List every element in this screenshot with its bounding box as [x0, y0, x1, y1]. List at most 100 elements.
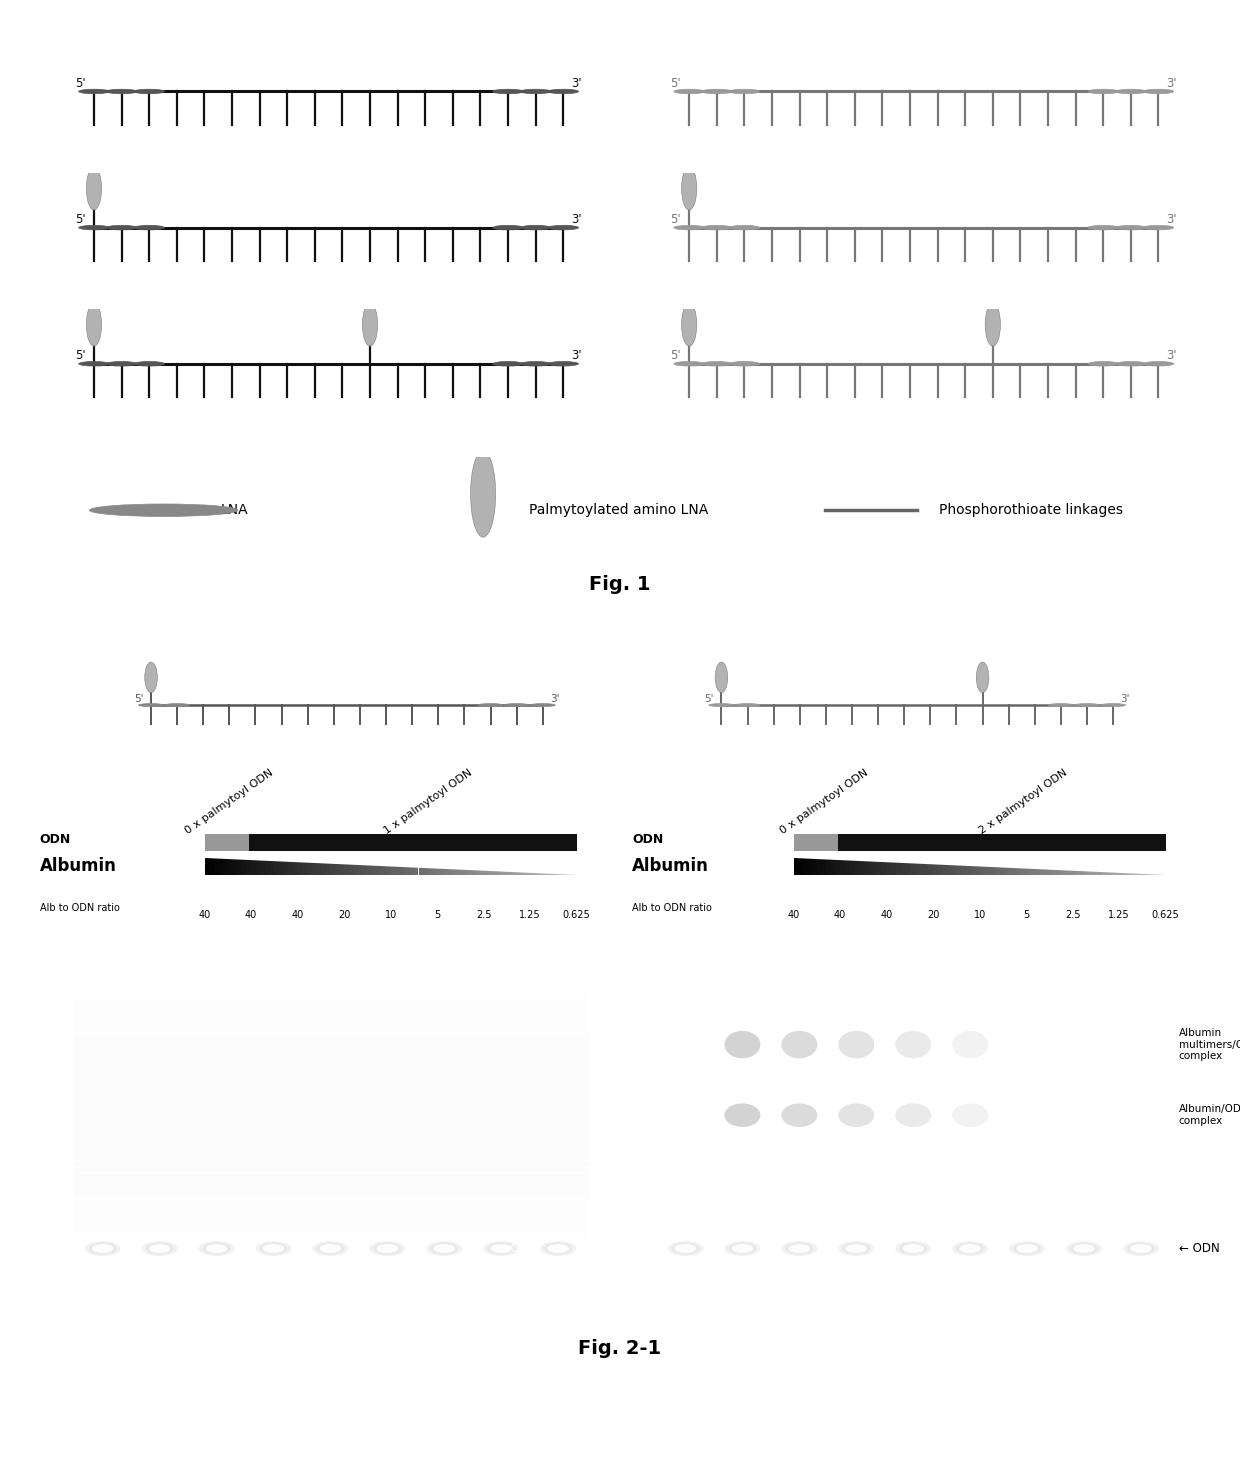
Ellipse shape	[362, 303, 378, 346]
Bar	[1142, 858, 1147, 875]
Ellipse shape	[895, 1032, 931, 1058]
Bar	[228, 858, 233, 875]
Bar	[937, 858, 942, 875]
Text: 0 x palmytoyl ODN: 0 x palmytoyl ODN	[779, 768, 870, 836]
Ellipse shape	[87, 303, 102, 346]
Ellipse shape	[1127, 1243, 1156, 1255]
Bar	[335, 858, 340, 875]
Text: 5: 5	[434, 910, 440, 921]
Text: 3': 3'	[572, 77, 582, 90]
Circle shape	[477, 703, 503, 706]
Ellipse shape	[895, 1240, 931, 1257]
Text: LNA: LNA	[221, 503, 248, 517]
Ellipse shape	[487, 1243, 516, 1255]
Bar	[863, 858, 868, 875]
Circle shape	[134, 225, 165, 229]
Text: ODN: ODN	[632, 833, 663, 845]
Bar	[841, 858, 844, 875]
Bar	[549, 858, 553, 875]
Bar	[838, 833, 1166, 851]
Circle shape	[78, 361, 109, 366]
Bar	[358, 858, 362, 875]
Ellipse shape	[682, 303, 697, 346]
Bar	[316, 858, 321, 875]
Ellipse shape	[899, 1243, 928, 1255]
Text: 5': 5'	[76, 77, 86, 90]
Ellipse shape	[547, 1245, 569, 1254]
Bar	[321, 858, 325, 875]
Bar	[386, 858, 391, 875]
Bar	[1081, 858, 1086, 875]
Bar	[303, 858, 306, 875]
Text: Albumin: Albumin	[632, 857, 709, 875]
Text: 5': 5'	[671, 349, 681, 363]
Polygon shape	[794, 858, 1166, 875]
Ellipse shape	[145, 662, 157, 693]
Circle shape	[1087, 225, 1118, 229]
Circle shape	[1143, 89, 1174, 93]
Bar	[250, 858, 255, 875]
Bar	[242, 858, 247, 875]
Bar	[970, 858, 975, 875]
Text: 3': 3'	[1121, 694, 1130, 704]
Bar	[942, 858, 947, 875]
Circle shape	[521, 89, 551, 93]
Ellipse shape	[255, 1240, 291, 1257]
Circle shape	[107, 225, 136, 229]
Bar	[873, 858, 878, 875]
Bar	[919, 858, 924, 875]
Circle shape	[78, 225, 109, 229]
Bar	[563, 858, 568, 875]
Ellipse shape	[1009, 1240, 1045, 1257]
Ellipse shape	[373, 1243, 402, 1255]
Ellipse shape	[985, 303, 1001, 346]
Text: ← ODN: ← ODN	[496, 1242, 539, 1255]
Bar	[854, 858, 858, 875]
Ellipse shape	[312, 1240, 348, 1257]
Ellipse shape	[781, 1032, 817, 1058]
Ellipse shape	[149, 1245, 170, 1254]
Ellipse shape	[1070, 1243, 1099, 1255]
Ellipse shape	[903, 1245, 924, 1254]
Text: 3': 3'	[551, 694, 559, 704]
Ellipse shape	[544, 1243, 573, 1255]
Text: 1 x palmytoyl ODN: 1 x palmytoyl ODN	[382, 768, 474, 836]
Ellipse shape	[846, 1245, 867, 1254]
Ellipse shape	[781, 1240, 817, 1257]
Text: Albumin/ODN
complex: Albumin/ODN complex	[1179, 1104, 1240, 1126]
Text: Alb to ODN ratio: Alb to ODN ratio	[632, 903, 712, 913]
Text: 2 x palmytoyl ODN: 2 x palmytoyl ODN	[977, 768, 1069, 836]
Ellipse shape	[1130, 1245, 1152, 1254]
Text: 1.25: 1.25	[520, 910, 541, 921]
Bar	[915, 858, 919, 875]
Bar	[929, 858, 934, 875]
Bar	[512, 858, 516, 875]
Bar	[1007, 858, 1012, 875]
Ellipse shape	[259, 1243, 288, 1255]
Text: 5': 5'	[671, 213, 681, 226]
Bar	[1049, 858, 1054, 875]
Circle shape	[107, 89, 136, 93]
Circle shape	[139, 703, 164, 706]
Circle shape	[1087, 89, 1118, 93]
Ellipse shape	[732, 1245, 753, 1254]
Circle shape	[702, 361, 732, 366]
Bar	[423, 858, 428, 875]
Bar	[247, 858, 250, 875]
Text: 5': 5'	[671, 77, 681, 90]
Bar	[799, 858, 804, 875]
Bar	[956, 858, 961, 875]
Bar	[1123, 858, 1128, 875]
Bar	[1022, 858, 1025, 875]
Bar	[1147, 858, 1152, 875]
Ellipse shape	[838, 1104, 874, 1126]
Ellipse shape	[316, 1243, 345, 1255]
Bar	[1101, 858, 1105, 875]
Bar	[1012, 858, 1017, 875]
Bar	[233, 858, 237, 875]
Circle shape	[548, 89, 579, 93]
Bar	[345, 858, 348, 875]
Ellipse shape	[952, 1032, 988, 1058]
Bar	[553, 858, 558, 875]
Circle shape	[548, 225, 579, 229]
